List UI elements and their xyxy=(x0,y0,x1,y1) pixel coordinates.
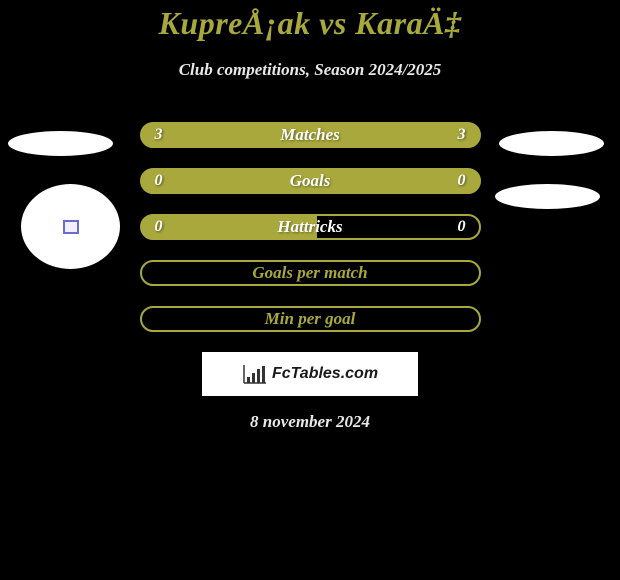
date-text: 8 november 2024 xyxy=(0,412,620,432)
stat-bar-goals-per-match: Goals per match xyxy=(140,260,481,286)
stat-left-value: 0 xyxy=(155,172,163,190)
stat-bar-matches: 3 Matches 3 xyxy=(140,122,481,148)
stat-bar-goals: 0 Goals 0 xyxy=(140,168,481,194)
stat-right-value: 0 xyxy=(458,172,466,190)
decorative-ellipse-left xyxy=(8,131,113,156)
logo-box: FcTables.com xyxy=(202,352,418,396)
stat-label: Goals xyxy=(290,171,331,191)
team-badge xyxy=(21,184,120,269)
stat-label: Goals per match xyxy=(252,263,367,283)
stats-section: 3 Matches 3 0 Goals 0 0 Hattricks 0 Goal… xyxy=(0,122,620,432)
badge-icon xyxy=(63,220,79,234)
main-container: KupreÅ¡ak vs KaraÄ‡ Club competitions, S… xyxy=(0,0,620,432)
logo-text: FcTables.com xyxy=(272,365,378,383)
stat-left-value: 0 xyxy=(155,218,163,236)
stat-right-value: 3 xyxy=(458,126,466,144)
stat-bar-hattricks: 0 Hattricks 0 xyxy=(140,214,481,240)
stat-label: Min per goal xyxy=(265,309,356,329)
stat-label: Hattricks xyxy=(277,217,342,237)
stat-bar-min-per-goal: Min per goal xyxy=(140,306,481,332)
stat-label: Matches xyxy=(280,125,340,145)
decorative-ellipse-right-2 xyxy=(495,184,600,209)
stat-left-value: 3 xyxy=(155,126,163,144)
logo-content: FcTables.com xyxy=(242,363,378,385)
decorative-ellipse-right-1 xyxy=(499,131,604,156)
subtitle: Club competitions, Season 2024/2025 xyxy=(179,60,442,80)
chart-icon xyxy=(242,363,268,385)
page-title: KupreÅ¡ak vs KaraÄ‡ xyxy=(159,5,462,42)
stat-right-value: 0 xyxy=(458,218,466,236)
